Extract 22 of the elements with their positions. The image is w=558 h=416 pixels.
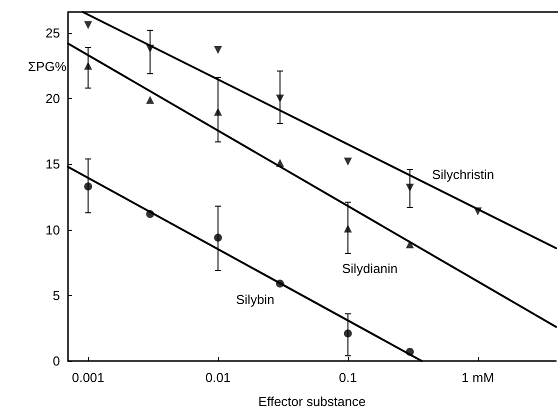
point: [214, 234, 222, 242]
y-axis-title: ΣPG%: [28, 59, 67, 74]
point: [84, 62, 92, 70]
y-tick-label: 20: [46, 91, 60, 106]
x-axis-title: Effector substance: [258, 394, 366, 409]
x-tick-label: 0.01: [205, 370, 231, 385]
annotation: Silydianin: [342, 261, 398, 276]
x-tick-label: 0.1: [338, 370, 357, 385]
x-tick-label: 1 mM: [462, 370, 494, 385]
x-tick-label: 0.001: [72, 370, 104, 385]
y-tick-label: 15: [46, 156, 60, 172]
y-tick-label: 0: [52, 354, 60, 368]
point: [214, 46, 222, 54]
point: [84, 21, 92, 30]
point: [406, 184, 414, 192]
y-tick-label: 25: [46, 25, 60, 40]
point: [214, 108, 222, 116]
y-tick-label: 10: [46, 222, 60, 238]
annotation: Silychristin: [432, 167, 494, 182]
point: [84, 182, 92, 190]
annotation: Silybin: [236, 292, 274, 307]
y-tick-label: 5: [52, 288, 60, 303]
